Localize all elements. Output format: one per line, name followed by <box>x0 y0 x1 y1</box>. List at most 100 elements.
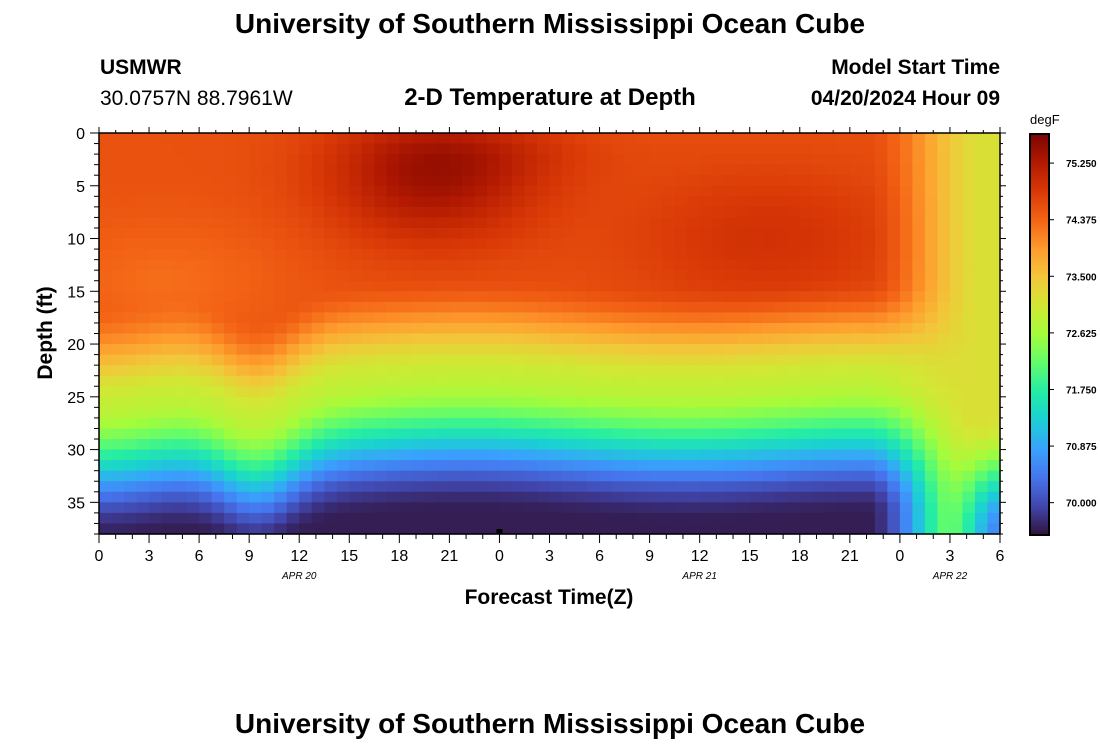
heatmap-cell <box>124 249 138 261</box>
heatmap-cell <box>812 470 826 482</box>
heatmap-cell <box>712 386 726 398</box>
heatmap-cell <box>924 301 939 313</box>
heatmap-cell <box>837 491 851 503</box>
heatmap-cell <box>249 512 263 525</box>
heatmap-cell <box>374 217 388 229</box>
heatmap-cell <box>461 227 476 240</box>
heatmap-cell <box>236 449 250 461</box>
heatmap-cell <box>261 227 275 240</box>
heatmap-cell <box>862 481 876 493</box>
heatmap-cell <box>587 407 601 419</box>
heatmap-cell <box>912 407 926 419</box>
heatmap-cell <box>386 175 400 187</box>
heatmap-cell <box>574 133 588 145</box>
heatmap-cell <box>261 154 275 166</box>
heatmap-cell <box>799 481 813 493</box>
heatmap-cell <box>787 502 801 514</box>
heatmap-cell <box>224 175 238 187</box>
heatmap-cell <box>812 417 826 430</box>
heatmap-cell <box>336 375 350 387</box>
heatmap-cell <box>336 249 350 261</box>
heatmap-cell <box>486 333 501 345</box>
heatmap-cell <box>261 238 275 250</box>
heatmap-cell <box>436 396 450 408</box>
heatmap-cell <box>99 217 113 229</box>
heatmap-cell <box>912 428 926 440</box>
heatmap-cell <box>674 217 688 229</box>
heatmap-cell <box>774 238 788 250</box>
heatmap-cell <box>299 365 313 377</box>
heatmap-cell <box>824 164 838 176</box>
heatmap-cell <box>324 491 338 503</box>
heatmap-cell <box>211 523 225 535</box>
heatmap-cell <box>937 375 951 387</box>
heatmap-cell <box>862 133 876 145</box>
heatmap-cell <box>524 270 538 282</box>
heatmap-cell <box>349 217 363 229</box>
heatmap-cell <box>674 227 688 240</box>
heatmap-cell <box>461 449 476 461</box>
heatmap-cell <box>211 217 225 229</box>
heatmap-cell <box>324 386 338 398</box>
heatmap-cell <box>411 439 425 451</box>
heatmap-cell <box>799 322 813 335</box>
heatmap-cell <box>674 333 688 345</box>
heatmap-cell <box>987 407 1001 419</box>
heatmap-cell <box>186 270 200 282</box>
heatmap-cell <box>149 154 163 166</box>
heatmap-cell <box>812 460 826 472</box>
heatmap-cell <box>599 407 613 419</box>
heatmap-cell <box>136 428 150 440</box>
heatmap-cell <box>386 133 400 145</box>
heatmap-cell <box>624 133 638 145</box>
heatmap-cell <box>374 365 388 377</box>
heatmap-cell <box>524 407 538 419</box>
heatmap-cell <box>949 133 964 145</box>
heatmap-cell <box>436 344 450 356</box>
heatmap-cell <box>374 133 388 145</box>
heatmap-cell <box>874 407 888 419</box>
heatmap-cell <box>436 470 450 482</box>
heatmap-cell <box>812 249 826 261</box>
heatmap-cell <box>937 270 951 282</box>
heatmap-cell <box>111 280 125 292</box>
heatmap-cell <box>874 291 888 303</box>
heatmap-cell <box>562 196 576 208</box>
heatmap-cell <box>261 502 275 514</box>
heatmap-cell <box>737 259 751 271</box>
heatmap-cell <box>161 154 175 166</box>
heatmap-cell <box>161 386 175 398</box>
heatmap-cell <box>461 312 476 324</box>
heatmap-cell <box>511 312 526 324</box>
heatmap-cell <box>199 428 213 440</box>
heatmap-cell <box>924 428 939 440</box>
heatmap-cell <box>899 291 913 303</box>
heatmap-cell <box>536 196 551 208</box>
heatmap-cell <box>924 512 939 525</box>
heatmap-cell <box>474 502 488 514</box>
heatmap-cell <box>499 460 513 472</box>
heatmap-cell <box>186 291 200 303</box>
heatmap-cell <box>361 301 375 313</box>
heatmap-cell <box>712 143 726 155</box>
heatmap-cell <box>436 386 450 398</box>
heatmap-cell <box>449 133 463 145</box>
heatmap-cell <box>887 143 901 155</box>
heatmap-cell <box>449 439 463 451</box>
heatmap-cell <box>236 470 250 482</box>
heatmap-cell <box>887 270 901 282</box>
heatmap-cell <box>737 344 751 356</box>
heatmap-cell <box>311 175 325 187</box>
heatmap-cell <box>361 206 375 219</box>
heatmap-cell <box>449 523 463 535</box>
heatmap-cell <box>186 280 200 292</box>
heatmap-cell <box>562 259 576 271</box>
heatmap-cell <box>486 270 501 282</box>
heatmap-cell <box>687 270 701 282</box>
heatmap-cell <box>311 344 325 356</box>
heatmap-cell <box>99 449 113 461</box>
heatmap-cell <box>987 217 1001 229</box>
heatmap-cell <box>937 354 951 366</box>
heatmap-cell <box>774 512 788 525</box>
heatmap-cell <box>737 249 751 261</box>
